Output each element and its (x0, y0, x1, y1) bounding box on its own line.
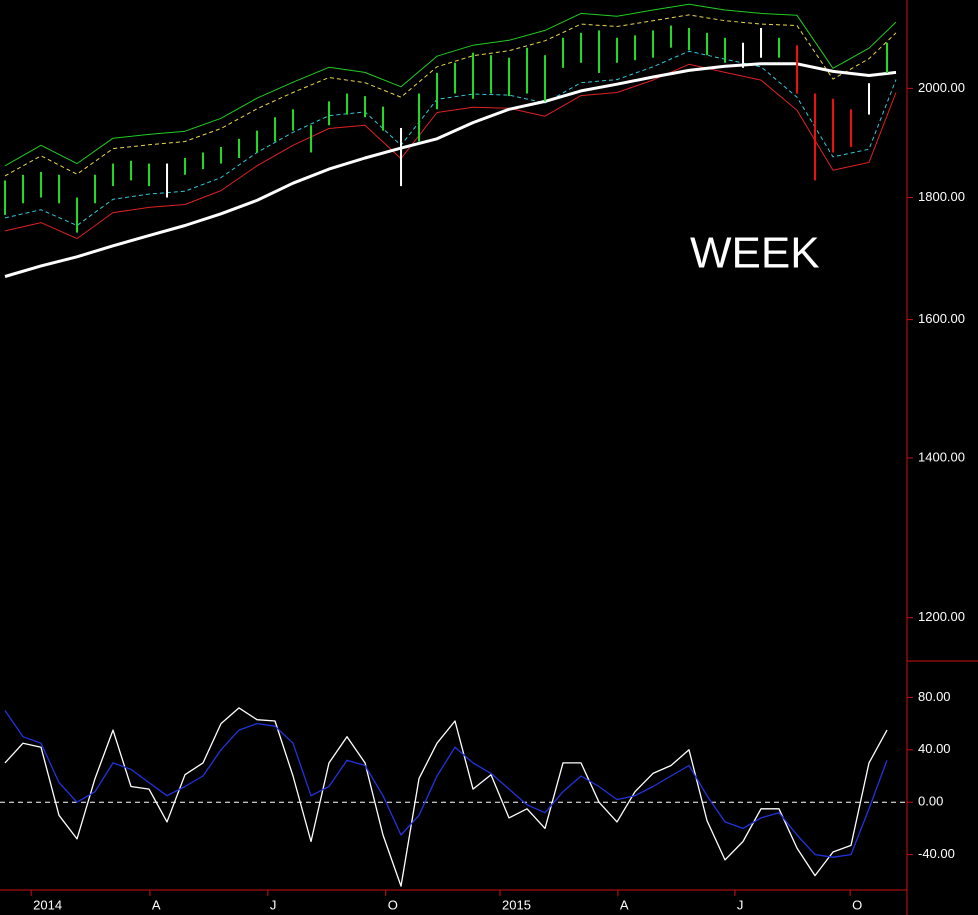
y-tick-label: -40.00 (918, 846, 955, 861)
y-tick-label: 1200.00 (918, 609, 965, 624)
series-line (4, 14, 897, 177)
series-line (4, 62, 897, 278)
x-tick-label: J (737, 897, 744, 912)
x-tick-label: 2014 (33, 897, 62, 912)
x-tick-label: 2015 (502, 897, 531, 912)
x-tick-label: O (388, 897, 398, 912)
series-line (4, 3, 897, 167)
x-tick-label: J (270, 897, 277, 912)
y-tick-label: 40.00 (918, 741, 951, 756)
y-tick-label: 1600.00 (918, 311, 965, 326)
series-line (4, 707, 888, 887)
y-tick-label: 1400.00 (918, 449, 965, 464)
y-tick-label: 2000.00 (918, 80, 965, 95)
series-line (4, 63, 897, 240)
y-tick-label: 0.00 (918, 794, 943, 809)
x-tick-label: A (152, 897, 161, 912)
x-tick-label: A (620, 897, 629, 912)
y-tick-label: 1800.00 (918, 189, 965, 204)
y-tick-label: 80.00 (918, 689, 951, 704)
x-tick-label: O (852, 897, 862, 912)
annotation: WEEK (690, 229, 820, 278)
series-line (4, 50, 897, 226)
series-line (4, 710, 888, 858)
